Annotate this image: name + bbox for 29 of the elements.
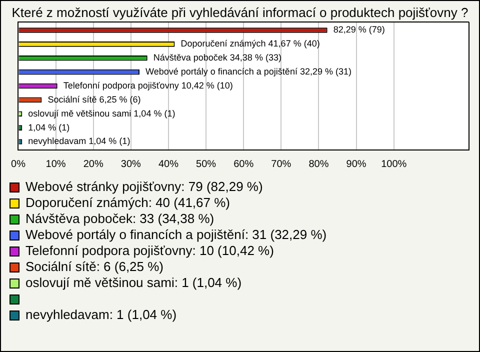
legend-label: Doporučení známých: 40 (41,67 %) [26,195,230,210]
data-label: Návštěva poboček 34,38 % (33) [153,52,282,63]
x-tick-label: 0% [11,158,26,170]
x-tick-label: 60% [234,158,254,170]
chart-title: Které z možností využíváte při vyhledávání informací o produktech pojišťovny ? [10,4,470,20]
x-tick-label: 50% [196,158,216,170]
legend-label: Webové portály o financích a pojištění: 31 (32,29 %) [26,227,327,242]
legend-label: nevyhledavam: 1 (1,04 %) [26,307,177,322]
x-tick-label: 20% [83,158,104,170]
legend-label: oslovují mě většinou sami: 1 (1,04 %) [26,275,242,290]
x-tick-label: 70% [271,158,292,170]
legend-label: Webové stránky pojišťovny: 79 (82,29 %) [26,179,263,194]
data-label: Telefonní podpora pojišťovny 10,42 % (10) [63,80,233,90]
data-label: Doporučení známých 41,67 % (40) [180,38,320,49]
x-tick-label: 40% [158,158,179,170]
data-label: 82,29 % (79) [333,24,385,35]
data-label: 1,04 % (1) [28,122,70,132]
x-tick-label: 80% [308,158,329,170]
x-tick-label: 100% [381,158,407,170]
data-label: Webové portály o financích a pojištění 32,29 % (31) [146,66,352,77]
data-label: oslovují mě většinou sami 1,04 % (1) [28,108,176,118]
x-tick-label: 10% [46,158,66,170]
legend-label: Sociální sítě: 6 (6,25 %) [26,259,164,274]
legend-label: Návštěva poboček: 33 (34,38 %) [26,211,214,226]
legend-label: Telefonní podpora pojišťovny: 10 (10,42 %) [26,243,274,258]
data-label: nevyhledavam 1,04 % (1) [28,136,130,146]
x-tick-label: 30% [120,158,142,170]
x-tick-label: 90% [346,158,366,170]
data-label: Sociální sítě 6,25 % (6) [48,94,141,104]
